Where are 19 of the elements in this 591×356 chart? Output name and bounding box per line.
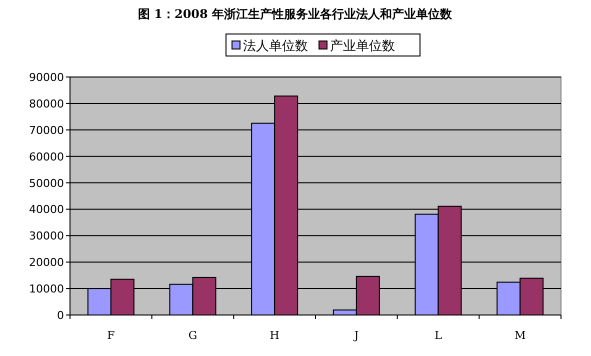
y-tick-label: 50000 (29, 176, 64, 190)
chart-title: 图 1：2008 年浙江生产性服务业各行业法人和产业单位数 (138, 7, 454, 21)
x-tick-label: J (353, 329, 359, 342)
y-tick-label: 90000 (29, 71, 64, 84)
legend-label: 法人单位数 (243, 38, 308, 53)
y-tick-label: 0 (57, 309, 64, 322)
x-tick-label: F (107, 329, 116, 342)
y-tick-label: 60000 (29, 150, 64, 164)
legend-label: 产业单位数 (330, 38, 395, 53)
y-tick-label: 10000 (29, 282, 64, 296)
y-tick-label: 20000 (29, 256, 64, 270)
y-tick-label: 40000 (29, 203, 64, 216)
x-tick-label: H (270, 329, 280, 342)
y-tick-label: 80000 (29, 97, 64, 110)
x-tick-label: L (434, 329, 443, 342)
y-tick-label: 70000 (29, 124, 64, 137)
y-tick-label: 30000 (29, 230, 64, 243)
x-tick-label: G (188, 329, 198, 342)
x-tick-label: M (514, 329, 526, 342)
